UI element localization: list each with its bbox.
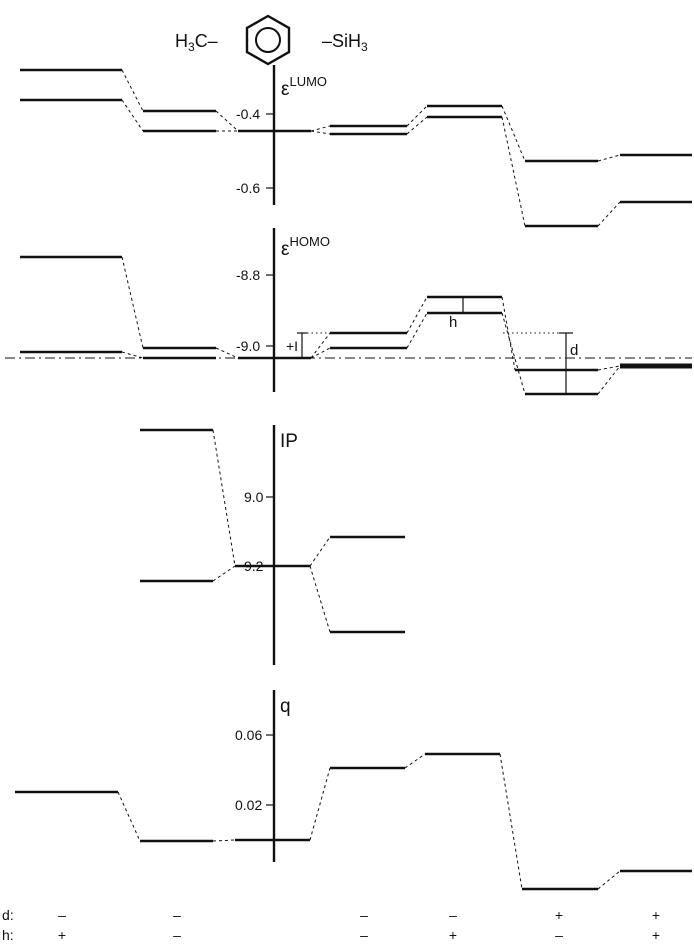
lumo-panel: -0.4 -0.6 εLUMO: [20, 65, 692, 228]
h-code-cell: +: [449, 927, 457, 943]
charge-panel: 0.06 0.02 q: [15, 690, 692, 891]
code-table: d: h: – – – – + + + – – + – +: [2, 907, 660, 943]
d-effect-label: d: [570, 342, 578, 359]
q-connector: [499, 753, 523, 890]
homo-connector: [501, 312, 526, 395]
lumo-connector: [501, 116, 526, 227]
d-code-cell: –: [173, 907, 181, 923]
ip-connector: [212, 565, 236, 582]
ip-panel: 9.0 9.2 IP: [140, 425, 405, 665]
benzene-ring-icon: [245, 14, 291, 66]
homo-panel: -8.8 -9.0 εHOMO +I: [5, 228, 692, 396]
d-code-cell: –: [449, 907, 457, 923]
q-connector: [212, 839, 236, 842]
molecule-header: H3C– –SiH3: [175, 14, 368, 66]
homo-axis-label: εHOMO: [281, 234, 330, 260]
lumo-connector: [310, 125, 331, 132]
q-connector: [117, 791, 141, 842]
homo-tick-label-bottom: -9.0: [236, 338, 260, 354]
q-connector: [404, 753, 426, 769]
q-tick-label-top: 0.06: [235, 727, 262, 743]
lumo-connector: [310, 130, 331, 135]
h-code-cell: +: [652, 927, 660, 943]
hyperconj-label: h: [449, 314, 457, 331]
lumo-connector: [215, 110, 239, 132]
d-code-cell: –: [58, 907, 66, 923]
lumo-connector: [597, 201, 621, 227]
inductive-label: +I: [286, 338, 298, 354]
h-code-cell: +: [58, 927, 66, 943]
lumo-connector: [121, 69, 144, 112]
homo-connector: [121, 351, 144, 359]
homo-connector: [597, 365, 621, 371]
ip-axis-label: IP: [280, 431, 298, 452]
d-code-cell: +: [652, 907, 660, 923]
lumo-connector: [501, 105, 526, 162]
h-row-label: h:: [2, 927, 14, 943]
q-connector: [597, 870, 621, 890]
lumo-tick-label-top: -0.4: [236, 106, 260, 122]
methyl-group-label: H3C–: [175, 31, 218, 54]
h-code-cell: –: [173, 927, 181, 943]
homo-connector: [406, 312, 428, 349]
lumo-connector: [406, 116, 428, 135]
homo-connector: [121, 256, 144, 349]
lumo-tick-label-bottom: -0.6: [236, 180, 260, 196]
lumo-connector: [597, 154, 621, 162]
homo-connector: [215, 347, 239, 359]
ip-tick-label-top: 9.0: [244, 489, 264, 505]
d-row-label: d:: [2, 907, 14, 923]
homo-connector: [310, 347, 331, 359]
lumo-axis-label: εLUMO: [281, 74, 327, 100]
q-axis-label: q: [280, 696, 291, 717]
homo-connector: [310, 332, 331, 359]
q-tick-label-bottom: 0.02: [235, 797, 262, 813]
silyl-group-label: –SiH3: [322, 31, 368, 54]
d-code-cell: +: [555, 907, 563, 923]
d-code-cell: –: [360, 907, 368, 923]
h-code-cell: –: [360, 927, 368, 943]
q-connector: [309, 767, 331, 841]
homo-connector: [597, 365, 621, 395]
ip-connector: [309, 565, 331, 633]
ip-connector: [212, 429, 236, 567]
lumo-connector: [121, 99, 144, 132]
lumo-connector: [406, 105, 428, 127]
homo-connector: [406, 296, 428, 334]
homo-tick-label-top: -8.8: [236, 267, 260, 283]
h-code-cell: –: [555, 927, 563, 943]
ip-connector: [309, 536, 331, 567]
